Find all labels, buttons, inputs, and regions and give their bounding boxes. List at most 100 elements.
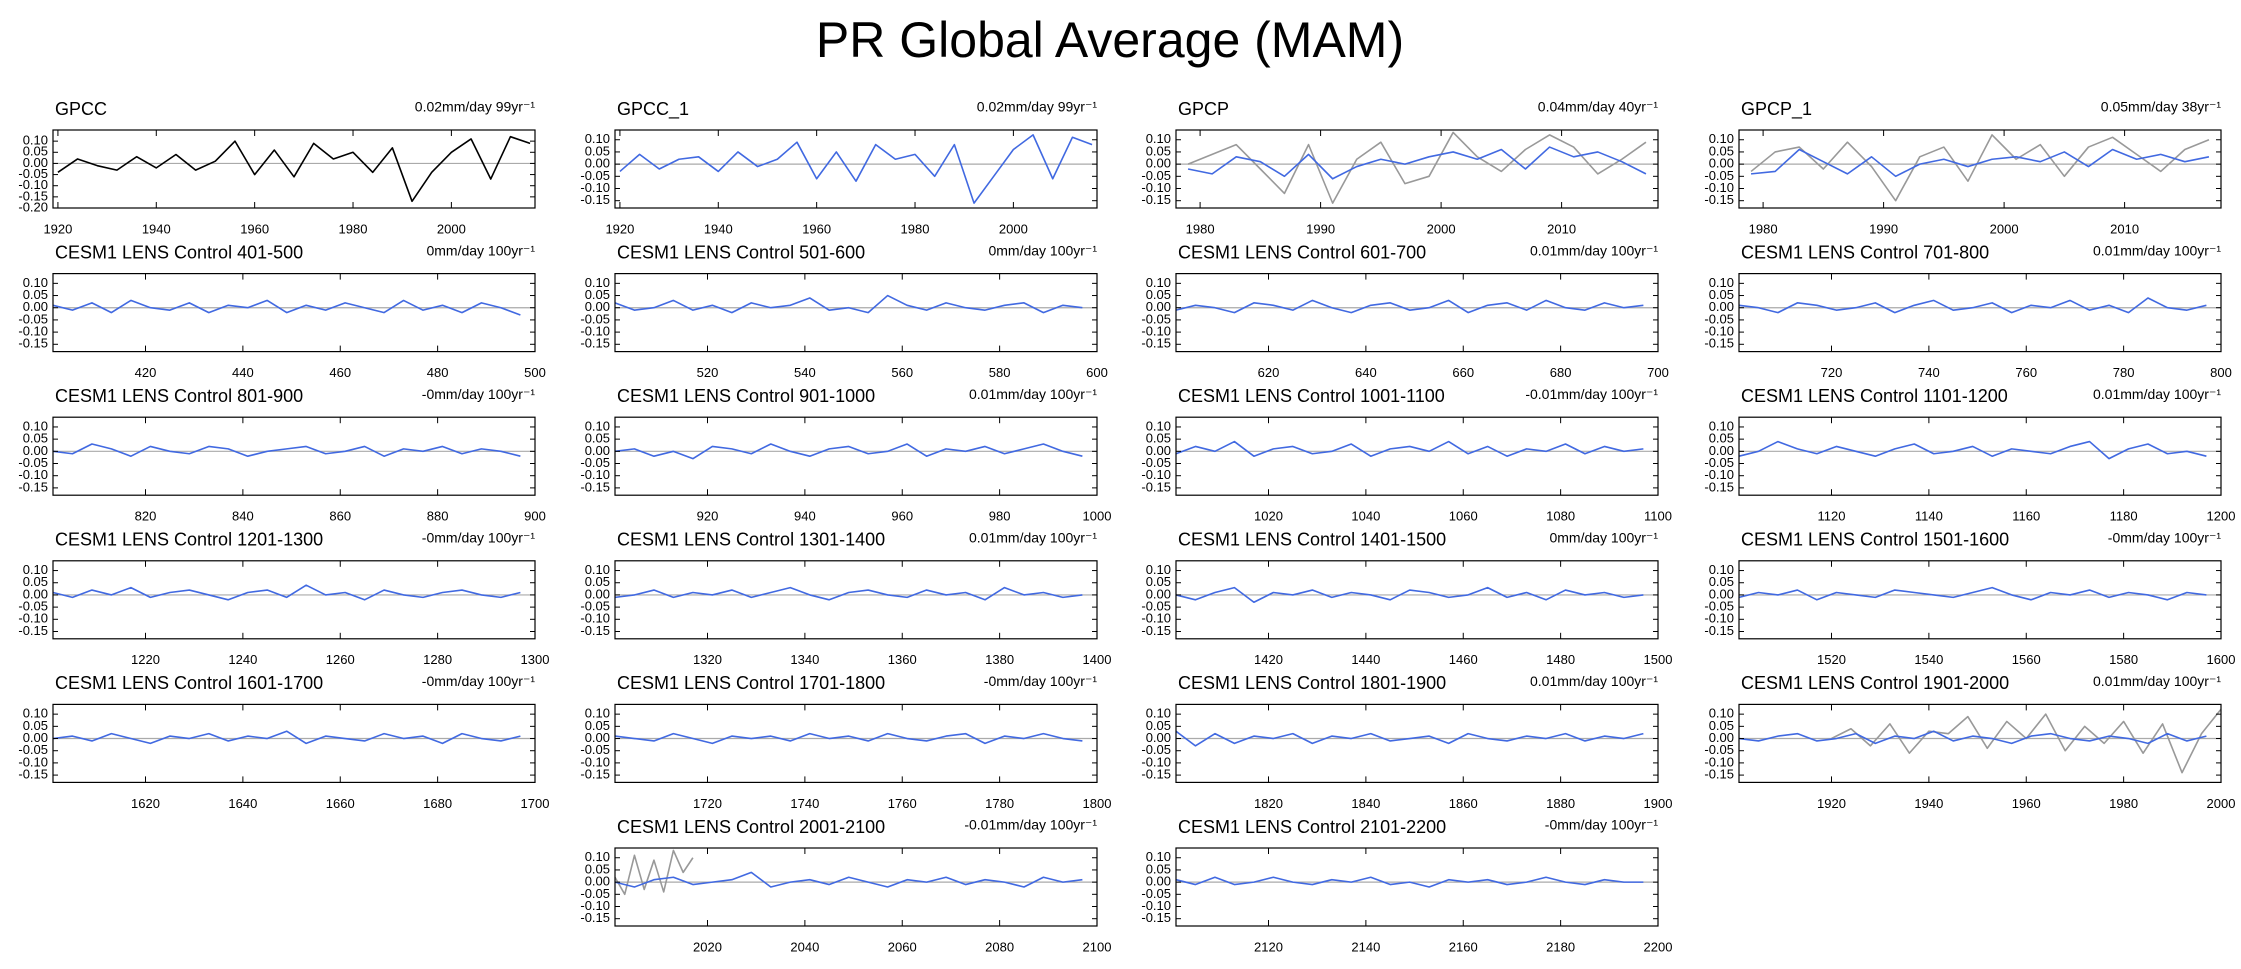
y-tick-label: 0.05 — [1146, 143, 1171, 158]
x-tick-label: 1940 — [1914, 796, 1943, 811]
panel: CESM1 LENS Control 1201-1300 -0mm/day 100… — [18, 530, 549, 668]
y-tick-label: -0.05 — [1141, 455, 1171, 470]
series-line — [614, 732, 1083, 745]
x-tick-label: 1820 — [1254, 796, 1283, 811]
y-tick-label: -0.05 — [18, 311, 48, 326]
panel: CESM1 LENS Control 901-1000 0.01mm/day 10… — [580, 386, 1111, 524]
y-tick-label: -0.10 — [580, 611, 610, 626]
y-tick-label: -0.10 — [1141, 324, 1171, 339]
x-tick-label: 1980 — [901, 221, 930, 236]
panel: CESM1 LENS Control 1801-1900 0.01mm/day 1… — [1141, 673, 1672, 811]
x-tick-label: 1420 — [1254, 652, 1283, 667]
x-tick-label: 1120 — [1818, 509, 1846, 524]
y-tick-label: 0.00 — [585, 586, 610, 601]
y-tick-label: -0.10 — [18, 611, 48, 626]
y-tick-label: -0.15 — [1141, 623, 1171, 638]
y-tick-label: 0.10 — [1146, 562, 1171, 577]
panel-title: CESM1 LENS Control 1601-1700 — [55, 673, 323, 693]
series-line — [52, 299, 521, 316]
x-tick-label: 940 — [794, 509, 816, 524]
y-tick-label: 0.00 — [23, 443, 48, 458]
y-tick-label: 0.10 — [585, 275, 610, 290]
y-tick-label: 0.05 — [1146, 431, 1171, 446]
panel-title: CESM1 LENS Control 1001-1100 — [1178, 386, 1445, 406]
panel: CESM1 LENS Control 1401-1500 0mm/day 100y… — [1141, 530, 1672, 668]
x-tick-label: 1940 — [704, 221, 733, 236]
panel: GPCC 0.02mm/day 99yr⁻¹0.100.050.00-0.05-0… — [18, 99, 536, 236]
y-tick-label: -0.10 — [1141, 898, 1171, 913]
x-tick-label: 1740 — [790, 796, 819, 811]
y-tick-label: 0.05 — [585, 143, 610, 158]
y-tick-label: 0.10 — [23, 562, 48, 577]
y-tick-label: -0.10 — [18, 324, 48, 339]
panel-subtitle: -0mm/day 100yr⁻¹ — [422, 530, 536, 546]
x-tick-label: 700 — [1647, 365, 1669, 380]
y-tick-label: -0.05 — [1704, 455, 1734, 470]
y-tick-label: -0.10 — [580, 754, 610, 769]
panel-subtitle: -0mm/day 100yr⁻¹ — [1545, 817, 1659, 833]
x-tick-label: 1500 — [1644, 652, 1673, 667]
panel-title: CESM1 LENS Control 501-600 — [617, 242, 865, 262]
y-tick-label: 0.05 — [585, 431, 610, 446]
panel-title: CESM1 LENS Control 2101-2200 — [1178, 817, 1446, 837]
x-tick-label: 1980 — [339, 221, 368, 236]
y-tick-label: -0.05 — [18, 742, 48, 757]
y-tick-label: -0.15 — [18, 479, 48, 494]
x-tick-label: 640 — [1355, 365, 1377, 380]
x-tick-label: 1060 — [1449, 509, 1478, 524]
x-tick-label: 2000 — [1990, 221, 2019, 236]
x-tick-label: 1260 — [326, 652, 355, 667]
panel-title: GPCC_1 — [617, 99, 689, 120]
panel-subtitle: 0mm/day 100yr⁻¹ — [1549, 530, 1658, 546]
y-tick-label: 0.05 — [1146, 861, 1171, 876]
series-line — [1831, 708, 2222, 774]
y-tick-label: -0.15 — [1704, 336, 1734, 351]
y-tick-label: 0.00 — [585, 730, 610, 745]
y-tick-label: 0.10 — [1709, 562, 1734, 577]
panel-subtitle: -0mm/day 100yr⁻¹ — [2108, 530, 2222, 546]
x-tick-label: 560 — [891, 365, 913, 380]
y-tick-label: -0.05 — [1704, 599, 1734, 614]
y-tick-label: -0.10 — [1141, 467, 1171, 482]
y-tick-label: -0.15 — [18, 188, 48, 203]
x-tick-label: 1280 — [423, 652, 452, 667]
x-tick-label: 2140 — [1351, 939, 1380, 954]
y-tick-label: -0.15 — [1141, 336, 1171, 351]
y-tick-label: 0.10 — [585, 706, 610, 721]
x-tick-label: 2100 — [1083, 939, 1112, 954]
series-line — [1187, 131, 1647, 204]
y-tick-label: -0.10 — [1704, 467, 1734, 482]
y-tick-label: 0.05 — [585, 287, 610, 302]
series-line — [52, 730, 521, 745]
y-tick-label: -0.10 — [580, 467, 610, 482]
plot-frame — [614, 560, 1098, 640]
x-tick-label: 760 — [2015, 365, 2037, 380]
panel-subtitle: 0.01mm/day 100yr⁻¹ — [1530, 242, 1658, 258]
y-tick-label: 0.00 — [585, 299, 610, 314]
x-tick-label: 1220 — [131, 652, 160, 667]
panel: CESM1 LENS Control 1301-1400 0.01mm/day 1… — [580, 530, 1111, 668]
series-line — [1175, 730, 1644, 747]
x-tick-label: 1380 — [985, 652, 1014, 667]
x-tick-label: 820 — [135, 509, 157, 524]
y-tick-label: -0.10 — [1704, 324, 1734, 339]
x-tick-label: 1560 — [2012, 652, 2041, 667]
x-tick-label: 580 — [989, 365, 1011, 380]
x-tick-label: 2010 — [1547, 221, 1576, 236]
x-tick-label: 1920 — [605, 221, 634, 236]
y-tick-label: 0.10 — [23, 706, 48, 721]
x-tick-label: 2040 — [790, 939, 819, 954]
x-tick-label: 1960 — [2012, 796, 2041, 811]
x-tick-label: 520 — [697, 365, 719, 380]
x-tick-label: 1720 — [693, 796, 722, 811]
panel-subtitle: 0.02mm/day 99yr⁻¹ — [977, 99, 1098, 115]
panel-title: GPCP_1 — [1741, 99, 1812, 120]
x-tick-label: 1200 — [2207, 509, 2236, 524]
y-tick-label: 0.10 — [23, 133, 48, 148]
y-tick-label: -0.10 — [580, 180, 610, 195]
y-tick-label: -0.05 — [18, 455, 48, 470]
y-tick-label: 0.00 — [1709, 730, 1734, 745]
y-tick-label: 0.05 — [1146, 287, 1171, 302]
